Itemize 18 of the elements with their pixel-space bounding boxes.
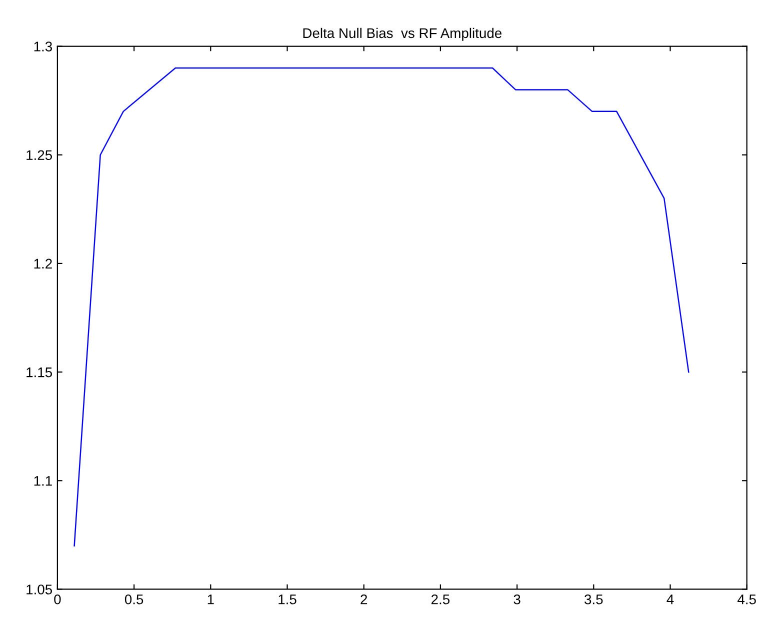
x-tick-label: 1 xyxy=(208,594,214,604)
x-tick-label: 2 xyxy=(360,594,368,604)
y-tick-label: 1.15 xyxy=(26,368,52,378)
x-tick-label: 0 xyxy=(54,594,61,604)
x-tick-label: 4.5 xyxy=(738,594,756,604)
y-tick-label: 1.2 xyxy=(34,258,52,268)
x-tick-label: 2.5 xyxy=(431,594,450,604)
line-series xyxy=(74,67,690,546)
x-tick-label: 1.5 xyxy=(278,594,296,604)
y-tick-label: 1.3 xyxy=(34,42,52,52)
x-tick-label: 3 xyxy=(514,594,520,604)
y-tick-label: 1.1 xyxy=(34,476,52,486)
x-tick-label: 3.5 xyxy=(584,594,603,604)
x-tick-label: 4 xyxy=(666,594,674,604)
x-tick-label: 0.5 xyxy=(124,594,144,604)
y-tick-label: 1.25 xyxy=(26,150,52,160)
y-tick-label: 1.05 xyxy=(26,584,52,594)
chart-title: Delta Null Bias vs RF Amplitude xyxy=(303,28,502,41)
